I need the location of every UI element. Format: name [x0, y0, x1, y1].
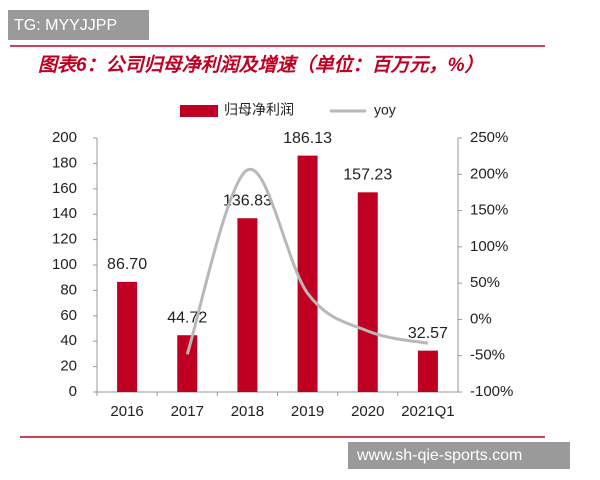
- x-tick-label: 2017: [171, 403, 204, 420]
- data-label: 32.57: [408, 325, 448, 342]
- bar: [117, 281, 138, 392]
- y-tick-label: 60: [60, 307, 77, 324]
- y-tick-label: 200: [52, 129, 77, 146]
- data-label: 157.23: [343, 167, 392, 184]
- y-tick-label: 180: [52, 154, 77, 171]
- chart-title: 图表6：公司归母净利润及增速（单位：百万元，%）: [38, 54, 483, 76]
- bar: [417, 350, 438, 392]
- y2-tick-label: 100%: [470, 238, 508, 255]
- bar: [357, 192, 378, 392]
- x-tick-label: 2019: [291, 403, 324, 420]
- y-tick-label: 160: [52, 180, 77, 197]
- y-tick-label: 40: [60, 332, 77, 349]
- y-tick-label: 20: [60, 358, 77, 375]
- y2-tick-label: -50%: [470, 347, 505, 364]
- data-label: 86.70: [107, 256, 147, 273]
- yoy-line: [185, 168, 429, 355]
- watermark: TG: MYYJJPP: [14, 17, 117, 34]
- x-tick-label: 2018: [231, 403, 264, 420]
- y2-tick-label: 150%: [470, 202, 508, 219]
- y-tick-label: 140: [52, 205, 77, 222]
- data-label: 186.13: [283, 130, 332, 147]
- legend-swatch: [180, 105, 218, 117]
- y2-tick-label: 250%: [470, 129, 508, 146]
- data-label: 44.72: [167, 309, 207, 326]
- watermark-box: [8, 10, 149, 40]
- url: www.sh-qie-sports.com: [356, 447, 522, 464]
- legend-label: 归母净利润: [224, 102, 294, 118]
- y-tick-label: 80: [60, 281, 77, 298]
- legend-label: yoy: [374, 102, 396, 118]
- x-tick-label: 2016: [110, 403, 143, 420]
- y2-tick-label: 50%: [470, 274, 500, 291]
- x-tick-label: 2021Q1: [401, 403, 454, 420]
- url-box: [348, 442, 570, 469]
- bar: [177, 335, 198, 392]
- x-tick-label: 2020: [351, 403, 384, 420]
- bar: [237, 218, 258, 392]
- y2-tick-label: 0%: [470, 310, 492, 327]
- y2-tick-label: 200%: [470, 165, 508, 182]
- y-tick-label: 120: [52, 231, 77, 248]
- y2-tick-label: -100%: [470, 383, 513, 400]
- y-tick-label: 100: [52, 256, 77, 273]
- y-tick-label: 0: [69, 383, 77, 400]
- bar: [297, 155, 318, 392]
- data-label: 136.83: [223, 192, 272, 209]
